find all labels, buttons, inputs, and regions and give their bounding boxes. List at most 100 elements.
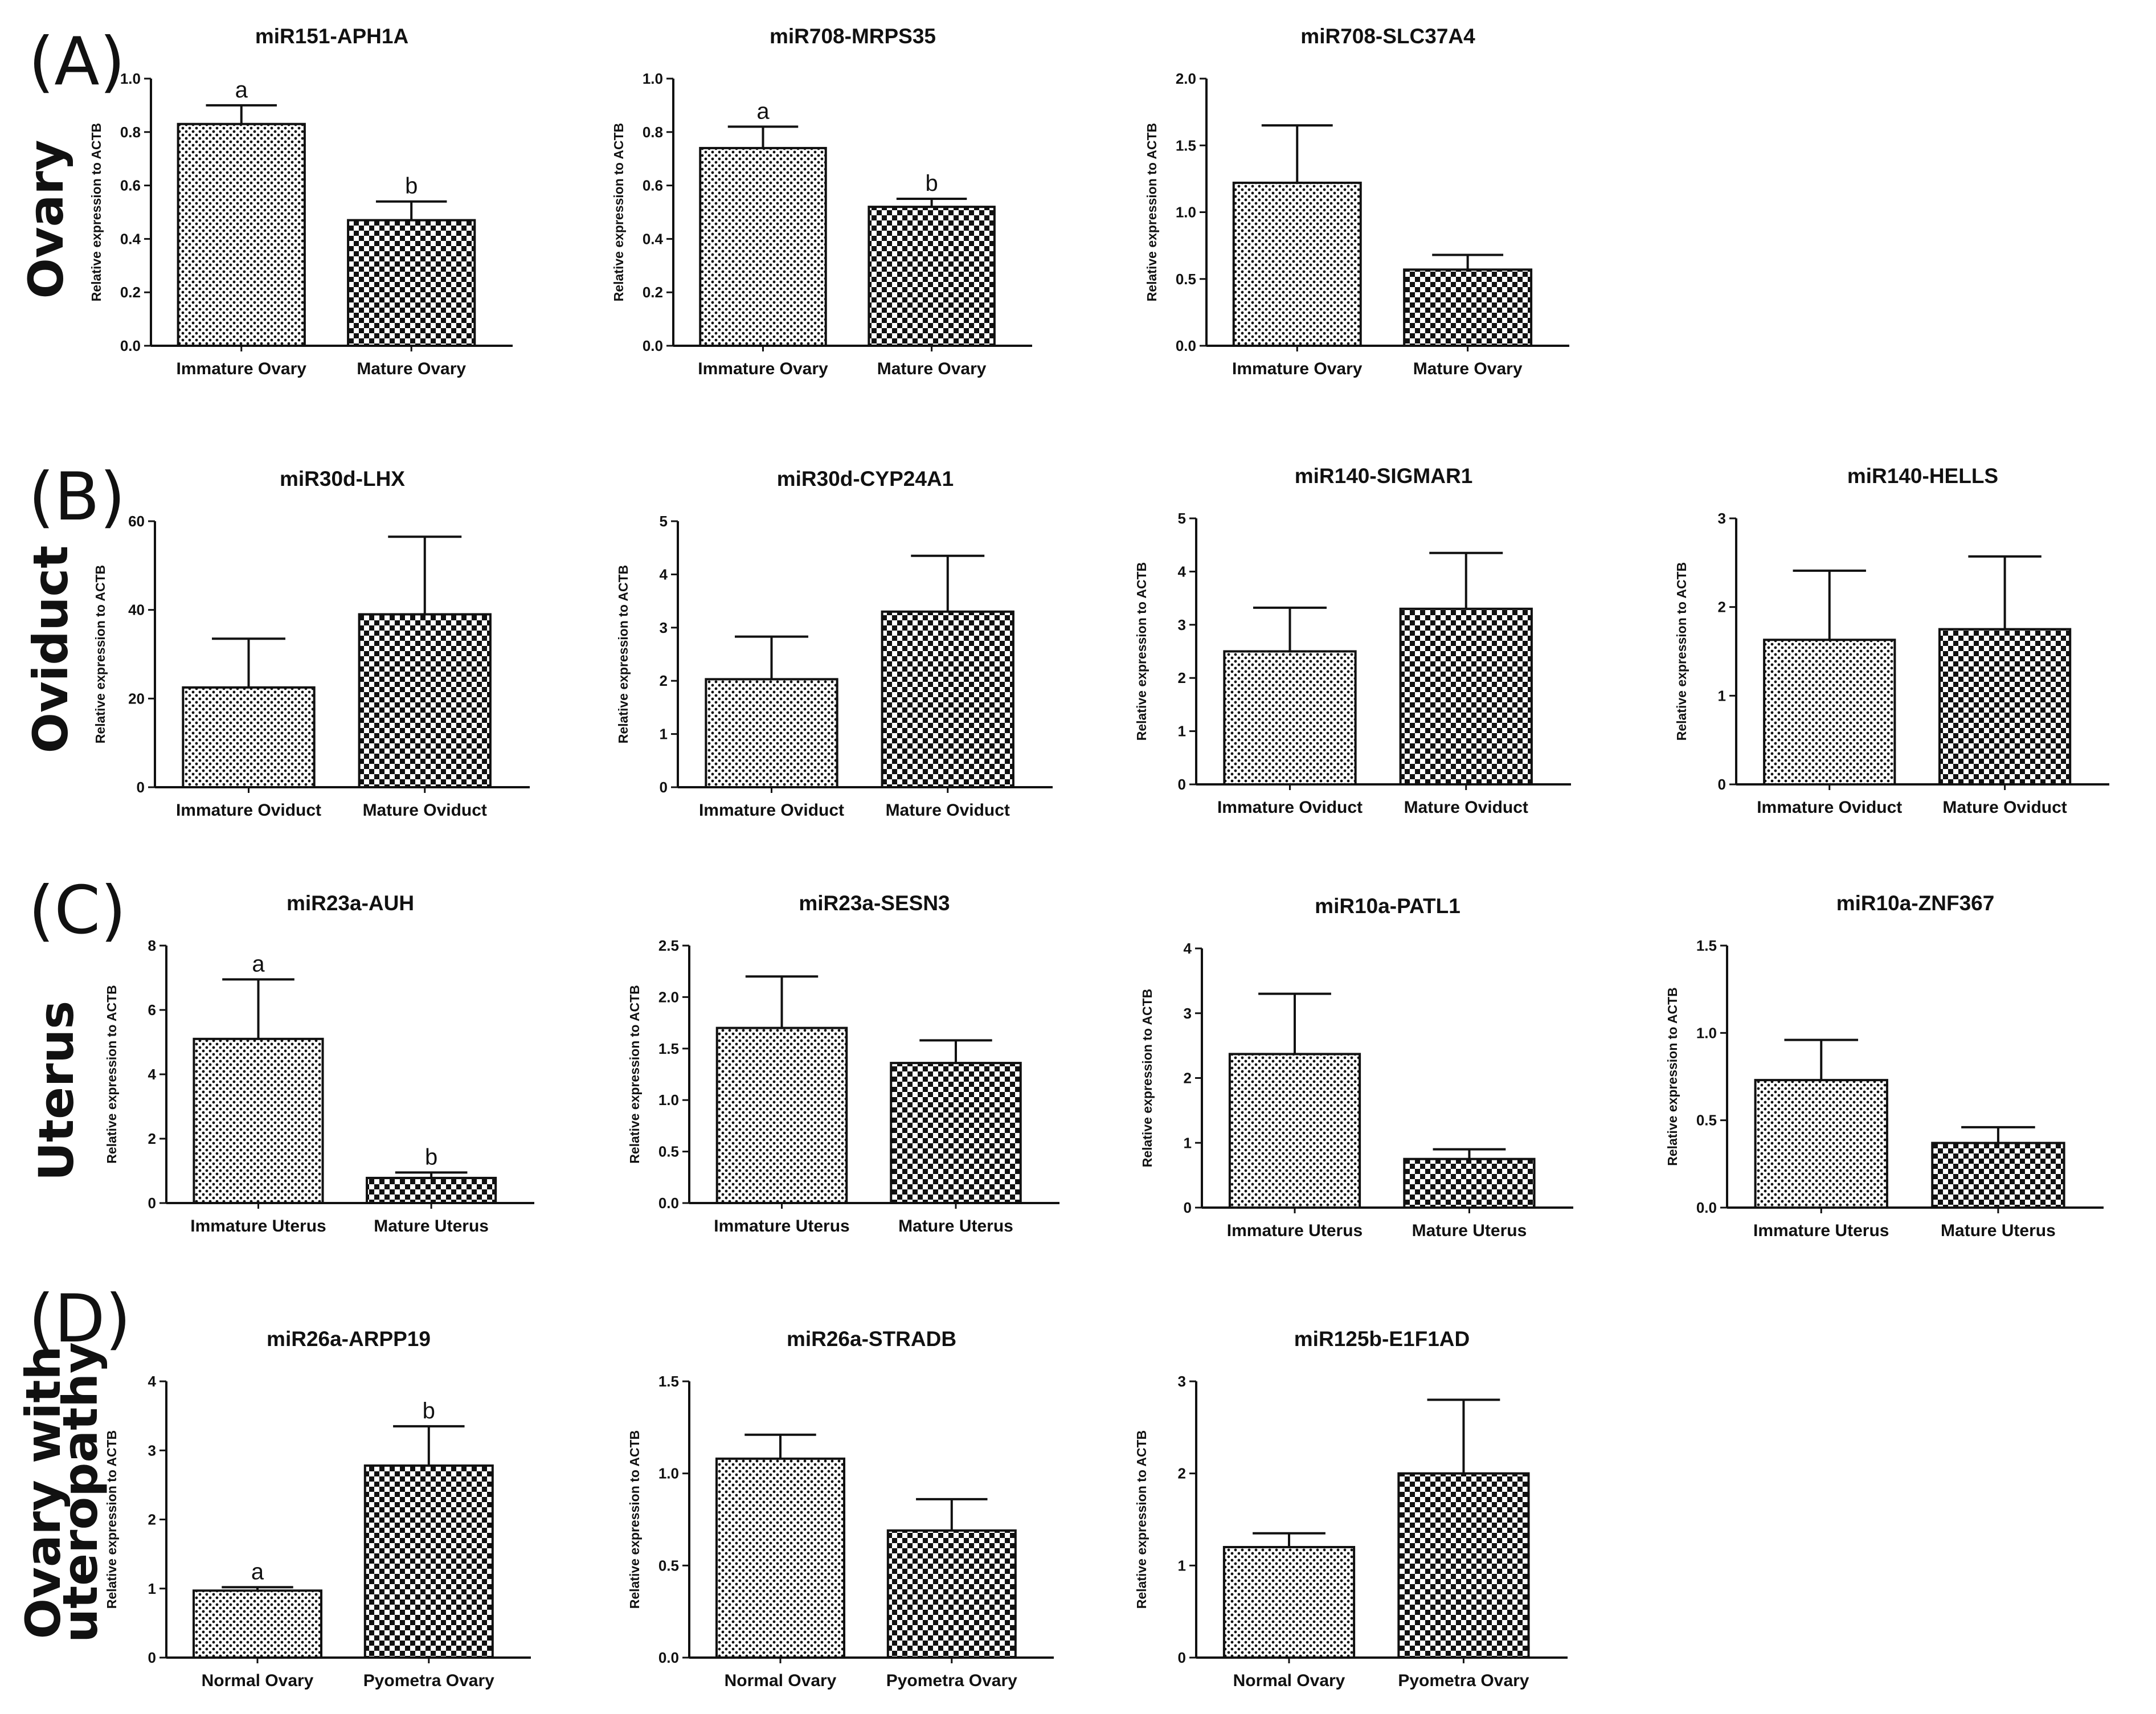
x-category-label: Immature Ovary: [177, 359, 307, 378]
chart-title: miR10a-PATL1: [1315, 894, 1460, 918]
y-tick-label: 2: [1178, 1465, 1186, 1482]
y-tick-label: 0.5: [1696, 1112, 1717, 1129]
y-axis-label: Relative expression to ACTB: [1665, 987, 1680, 1166]
y-tick-label: 2: [1184, 1070, 1192, 1087]
bar: [358, 613, 492, 788]
significance-letter: b: [405, 174, 418, 199]
chart-title: miR26a-STRADB: [787, 1327, 956, 1351]
y-tick-label: 2: [660, 672, 668, 689]
row-tissue-ovary-with: Ovary with: [15, 1346, 71, 1639]
chart-title: miR151-APH1A: [255, 24, 408, 48]
y-axis-label: Relative expression to ACTB: [616, 565, 631, 744]
row-tissue-uteropathy: uteropathy: [52, 1342, 108, 1643]
chart-panel: miR23a-SESN3 Relative expression to ACTB 0…: [627, 891, 1059, 1236]
y-tick-label: 5: [660, 513, 668, 530]
bar: [1754, 1079, 1888, 1209]
x-category-label: Immature Uterus: [714, 1217, 849, 1236]
y-axis-label: Relative expression to ACTB: [1144, 123, 1159, 302]
y-tick-label: 1: [1718, 687, 1726, 704]
bar: [890, 1062, 1022, 1205]
y-tick-label: 2.0: [1176, 70, 1196, 87]
y-tick-label: 0.5: [658, 1557, 679, 1574]
chart-title: miR708-SLC37A4: [1300, 24, 1475, 48]
bar: [1228, 1053, 1361, 1209]
chart-panel: miR23a-AUH Relative expression to ACTB 0 2 4…: [104, 891, 534, 1236]
bar: [1223, 650, 1357, 786]
chart-title: miR26a-ARPP19: [267, 1327, 431, 1351]
y-tick-label: 0: [1178, 776, 1186, 793]
y-tick-label: 3: [660, 619, 668, 636]
y-axis-label: Relative expression to ACTB: [104, 1430, 119, 1609]
y-tick-label: 1.0: [120, 70, 141, 87]
bar: [1763, 639, 1896, 786]
bar: [193, 1037, 324, 1204]
y-tick-label: 1.0: [1696, 1024, 1717, 1041]
y-tick-label: 0.4: [120, 230, 141, 247]
chart-title: miR30d-LHX: [280, 467, 405, 490]
significance-letter: a: [251, 1559, 264, 1584]
x-category-label: Normal Ovary: [725, 1671, 837, 1690]
y-tick-label: 2: [148, 1130, 156, 1147]
bar: [868, 206, 996, 347]
y-tick-label: 0: [1184, 1199, 1192, 1216]
y-tick-label: 1.0: [643, 70, 663, 87]
significance-letter: b: [925, 171, 938, 196]
chart-title: miR140-SIGMAR1: [1295, 464, 1473, 488]
y-tick-label: 4: [1178, 563, 1187, 580]
row-letter-b: (B): [28, 459, 125, 535]
y-tick-label: 0.5: [658, 1143, 679, 1160]
y-tick-label: 0: [660, 779, 668, 796]
chart-panel: miR30d-LHX Relative expression to ACTB 0 20…: [93, 467, 530, 820]
y-tick-label: 3: [148, 1442, 156, 1459]
y-tick-label: 2.0: [658, 988, 679, 1005]
significance-letter: b: [423, 1398, 435, 1423]
bar: [363, 1464, 494, 1659]
y-tick-label: 0.2: [120, 284, 141, 301]
chart-title: miR140-HELLS: [1847, 464, 1998, 488]
y-tick-label: 3: [1178, 616, 1186, 633]
chart-panel: miR140-SIGMAR1 Relative expression to ACT…: [1134, 464, 1571, 817]
bar: [1403, 268, 1533, 347]
chart-panel: miR708-SLC37A4 Relative expression to ACT…: [1144, 24, 1569, 378]
y-tick-label: 0.0: [658, 1649, 679, 1666]
y-tick-label: 1.5: [658, 1040, 679, 1057]
chart-title: miR10a-ZNF367: [1836, 891, 1995, 915]
y-axis-label: Relative expression to ACTB: [611, 123, 626, 302]
y-tick-label: 40: [128, 602, 145, 619]
y-tick-label: 0.6: [643, 177, 663, 194]
bar: [1403, 1157, 1536, 1209]
x-category-label: Immature Oviduct: [1217, 798, 1363, 817]
y-tick-label: 4: [148, 1373, 157, 1390]
y-axis-label: Relative expression to ACTB: [627, 985, 642, 1164]
charts-layer: miR151-APH1A Relative expression to ACTB 0…: [89, 24, 2109, 1690]
x-category-label: Mature Oviduct: [1404, 798, 1528, 817]
y-tick-label: 0: [137, 779, 145, 796]
x-category-label: Mature Uterus: [1941, 1221, 2056, 1240]
bar: [366, 1176, 497, 1204]
y-tick-label: 0.0: [1176, 337, 1196, 354]
y-tick-label: 1.5: [658, 1373, 679, 1390]
bar: [705, 678, 838, 788]
y-tick-label: 0.0: [643, 337, 663, 354]
y-tick-label: 1.5: [1696, 937, 1717, 954]
y-tick-label: 1: [1178, 723, 1186, 740]
bar: [1938, 628, 2072, 786]
x-category-label: Immature Ovary: [698, 359, 828, 378]
x-category-label: Mature Ovary: [877, 359, 987, 378]
y-tick-label: 2: [1178, 669, 1186, 686]
bar: [886, 1529, 1017, 1659]
y-tick-label: 1.5: [1176, 137, 1196, 154]
y-tick-label: 1: [148, 1580, 156, 1597]
y-tick-label: 3: [1184, 1005, 1192, 1022]
bar: [177, 122, 306, 347]
y-tick-label: 0: [1178, 1649, 1186, 1666]
y-axis-label: Relative expression to ACTB: [1674, 562, 1689, 741]
x-category-label: Mature Uterus: [898, 1217, 1013, 1236]
row-letter-a: (A): [28, 23, 125, 100]
x-category-label: Mature Oviduct: [886, 801, 1010, 820]
x-category-label: Mature Oviduct: [363, 801, 487, 820]
row-letter-d: (D): [28, 1281, 131, 1357]
x-category-label: Normal Ovary: [202, 1671, 314, 1690]
bar: [1222, 1546, 1356, 1659]
bar: [715, 1457, 845, 1659]
